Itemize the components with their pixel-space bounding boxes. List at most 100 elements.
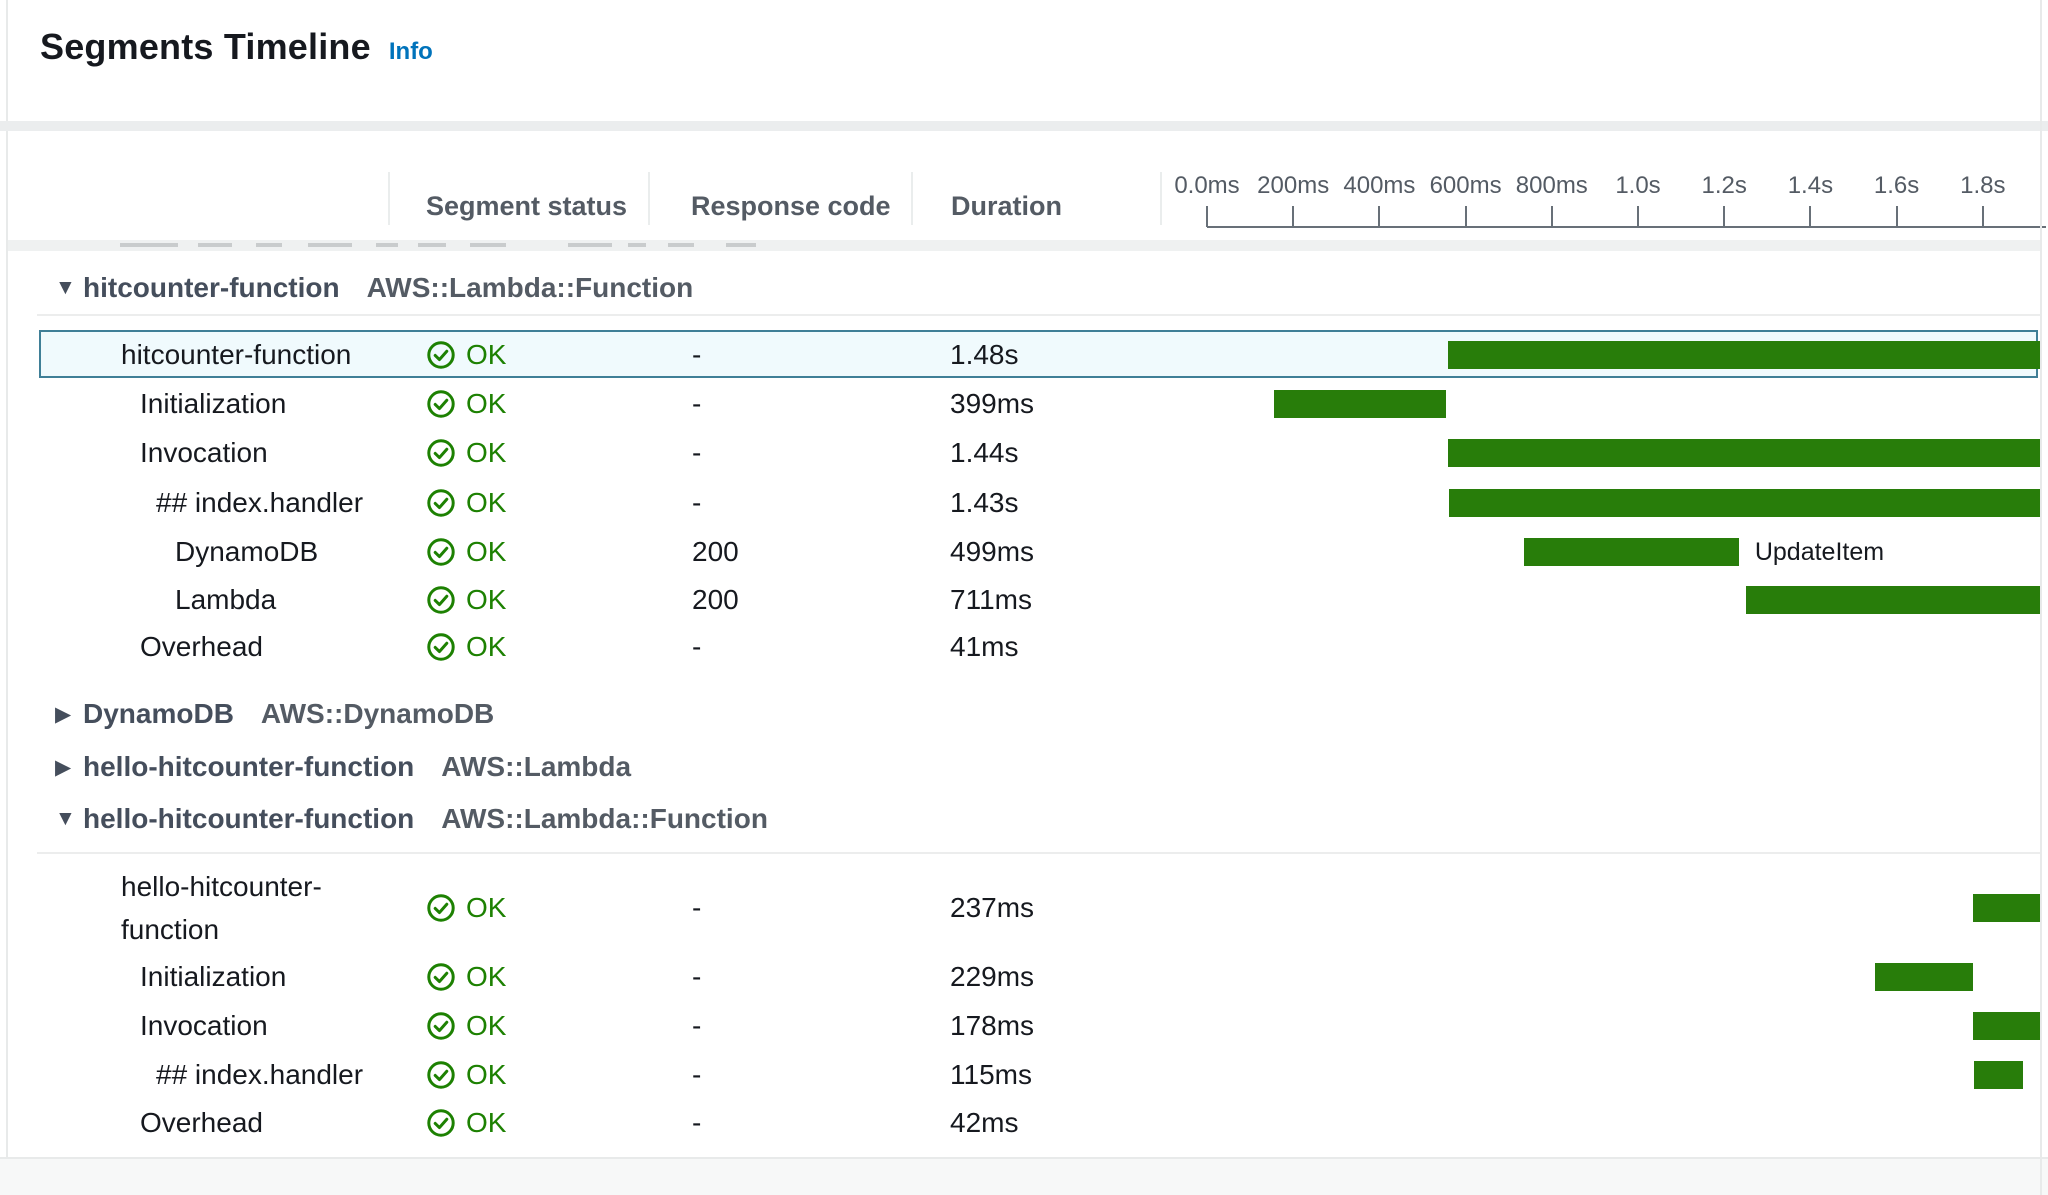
timeline-segment-bar[interactable] [1273,390,1446,418]
timeline-segment-bar[interactable] [1973,1061,2024,1089]
timeline-segment-bar[interactable] [1745,586,2040,614]
axis-tick-mark [1895,206,1898,227]
panel-left-border [6,0,8,1195]
footer-strip [0,1159,2048,1195]
triangle-right-icon[interactable]: ▶ [55,702,72,726]
timeline-segment-bar[interactable] [1972,1012,2040,1040]
segment-status-value: OK [466,339,507,370]
segment-status-value: OK [466,1107,507,1138]
column-header-duration: Duration [951,191,1062,221]
segment-row-label[interactable]: Invocation [140,437,268,468]
segment-status-cell: OK [426,1007,506,1045]
clipped-text-fragment [256,243,282,247]
timeline-segment-bar[interactable] [1447,439,2040,467]
clipped-row-remnant [8,240,2040,251]
segment-row-label[interactable]: Initialization [140,961,287,992]
response-code-value: - [692,437,702,468]
segment-row-label[interactable]: Overhead [140,631,263,662]
clipped-text-fragment [120,243,178,247]
segment-status-value: OK [466,388,507,419]
timeline-segment-bar[interactable] [1972,894,2040,922]
duration-value: 178ms [950,1010,1035,1041]
triangle-down-icon[interactable]: ▼ [55,807,76,830]
duration-value: 237ms [950,892,1035,923]
ok-check-circle-icon [426,1011,456,1041]
segment-status-value: OK [466,437,507,468]
response-code-value: - [692,1107,702,1138]
segment-status-value: OK [466,584,507,615]
axis-tick-label: 200ms [1257,172,1330,199]
clipped-text-fragment [308,243,352,247]
segment-group-header[interactable]: ▼ hello-hitcounter-function AWS::Lambda::F… [55,795,768,843]
segment-status-value: OK [466,487,507,518]
segment-group-header[interactable]: ▶ hello-hitcounter-function AWS::Lambda [55,743,631,791]
ok-check-circle-icon [426,389,456,419]
segment-row-label[interactable]: ## index.handler [156,487,364,518]
group-type: AWS::Lambda::Function [441,803,768,834]
segment-status-value: OK [466,536,507,567]
duration-value: 115ms [950,1059,1032,1090]
header-divider [0,121,2048,131]
group-name: hello-hitcounter-function [83,803,415,834]
timeline-segment-bar[interactable] [1447,341,2040,369]
axis-tick-mark [1723,206,1726,227]
group-name: hitcounter-function [83,272,340,303]
column-divider [911,172,913,225]
column-divider [648,172,650,225]
axis-tick-mark [1378,206,1381,227]
response-code-value: 200 [692,584,739,615]
segment-row-label[interactable]: Invocation [140,1010,268,1041]
axis-tick-label: 600ms [1429,172,1502,199]
segment-status-cell: OK [426,533,506,571]
duration-value: 229ms [950,961,1035,992]
timeline-segment-bar[interactable] [1448,489,2040,517]
group-type: AWS::Lambda [441,751,632,782]
segment-status-cell: OK [426,628,506,666]
group-name: hello-hitcounter-function [83,751,415,782]
segment-group-header[interactable]: ▶ DynamoDB AWS::DynamoDB [55,690,494,738]
response-code-value: - [692,631,702,662]
segment-status-cell: OK [426,581,506,619]
axis-tick-mark [1292,206,1295,227]
axis-tick-mark [1206,206,1208,227]
segment-status-cell: OK [426,1056,506,1094]
clipped-text-fragment [198,243,232,247]
clipped-text-fragment [628,243,646,247]
segment-row-label[interactable]: Lambda [175,584,277,615]
triangle-down-icon[interactable]: ▼ [55,276,76,299]
segment-row-label[interactable]: Initialization [140,388,287,419]
triangle-right-icon[interactable]: ▶ [55,755,72,779]
ok-check-circle-icon [426,962,456,992]
response-code-value: - [692,339,702,370]
axis-tick-label: 1.2s [1701,172,1747,199]
segment-status-value: OK [466,1059,507,1090]
axis-tick-label: 800ms [1515,172,1588,199]
segment-row-label[interactable]: ## index.handler [156,1059,364,1090]
response-code-value: - [692,487,702,518]
segment-status-cell: OK [426,484,506,522]
axis-tick-mark [1550,206,1553,227]
segment-row-label[interactable]: hello-hitcounter- function [121,871,322,945]
selected-row-highlight [39,330,2038,378]
segment-status-cell: OK [426,889,506,927]
timeline-segment-bar[interactable] [1874,963,1974,991]
group-type: AWS::Lambda::Function [366,272,694,303]
response-code-value: - [692,1059,702,1090]
column-divider [388,172,390,225]
duration-value: 1.44s [950,437,1019,468]
clipped-text-fragment [726,243,756,247]
response-code-value: - [692,892,702,923]
duration-value: 499ms [950,536,1035,567]
segment-row-label[interactable]: DynamoDB [175,536,319,567]
segment-row-label[interactable]: Overhead [140,1107,263,1138]
segment-status-value: OK [466,1010,507,1041]
info-link[interactable]: Info [388,38,433,65]
segment-group-header[interactable]: ▼ hitcounter-function AWS::Lambda::Functio… [55,264,693,312]
timeline-segment-bar[interactable] [1523,538,1739,566]
axis-tick-mark [1809,206,1812,227]
ok-check-circle-icon [426,1060,456,1090]
duration-value: 399ms [950,388,1035,419]
segment-row-label[interactable]: hitcounter-function [121,339,352,370]
clipped-text-fragment [376,243,398,247]
